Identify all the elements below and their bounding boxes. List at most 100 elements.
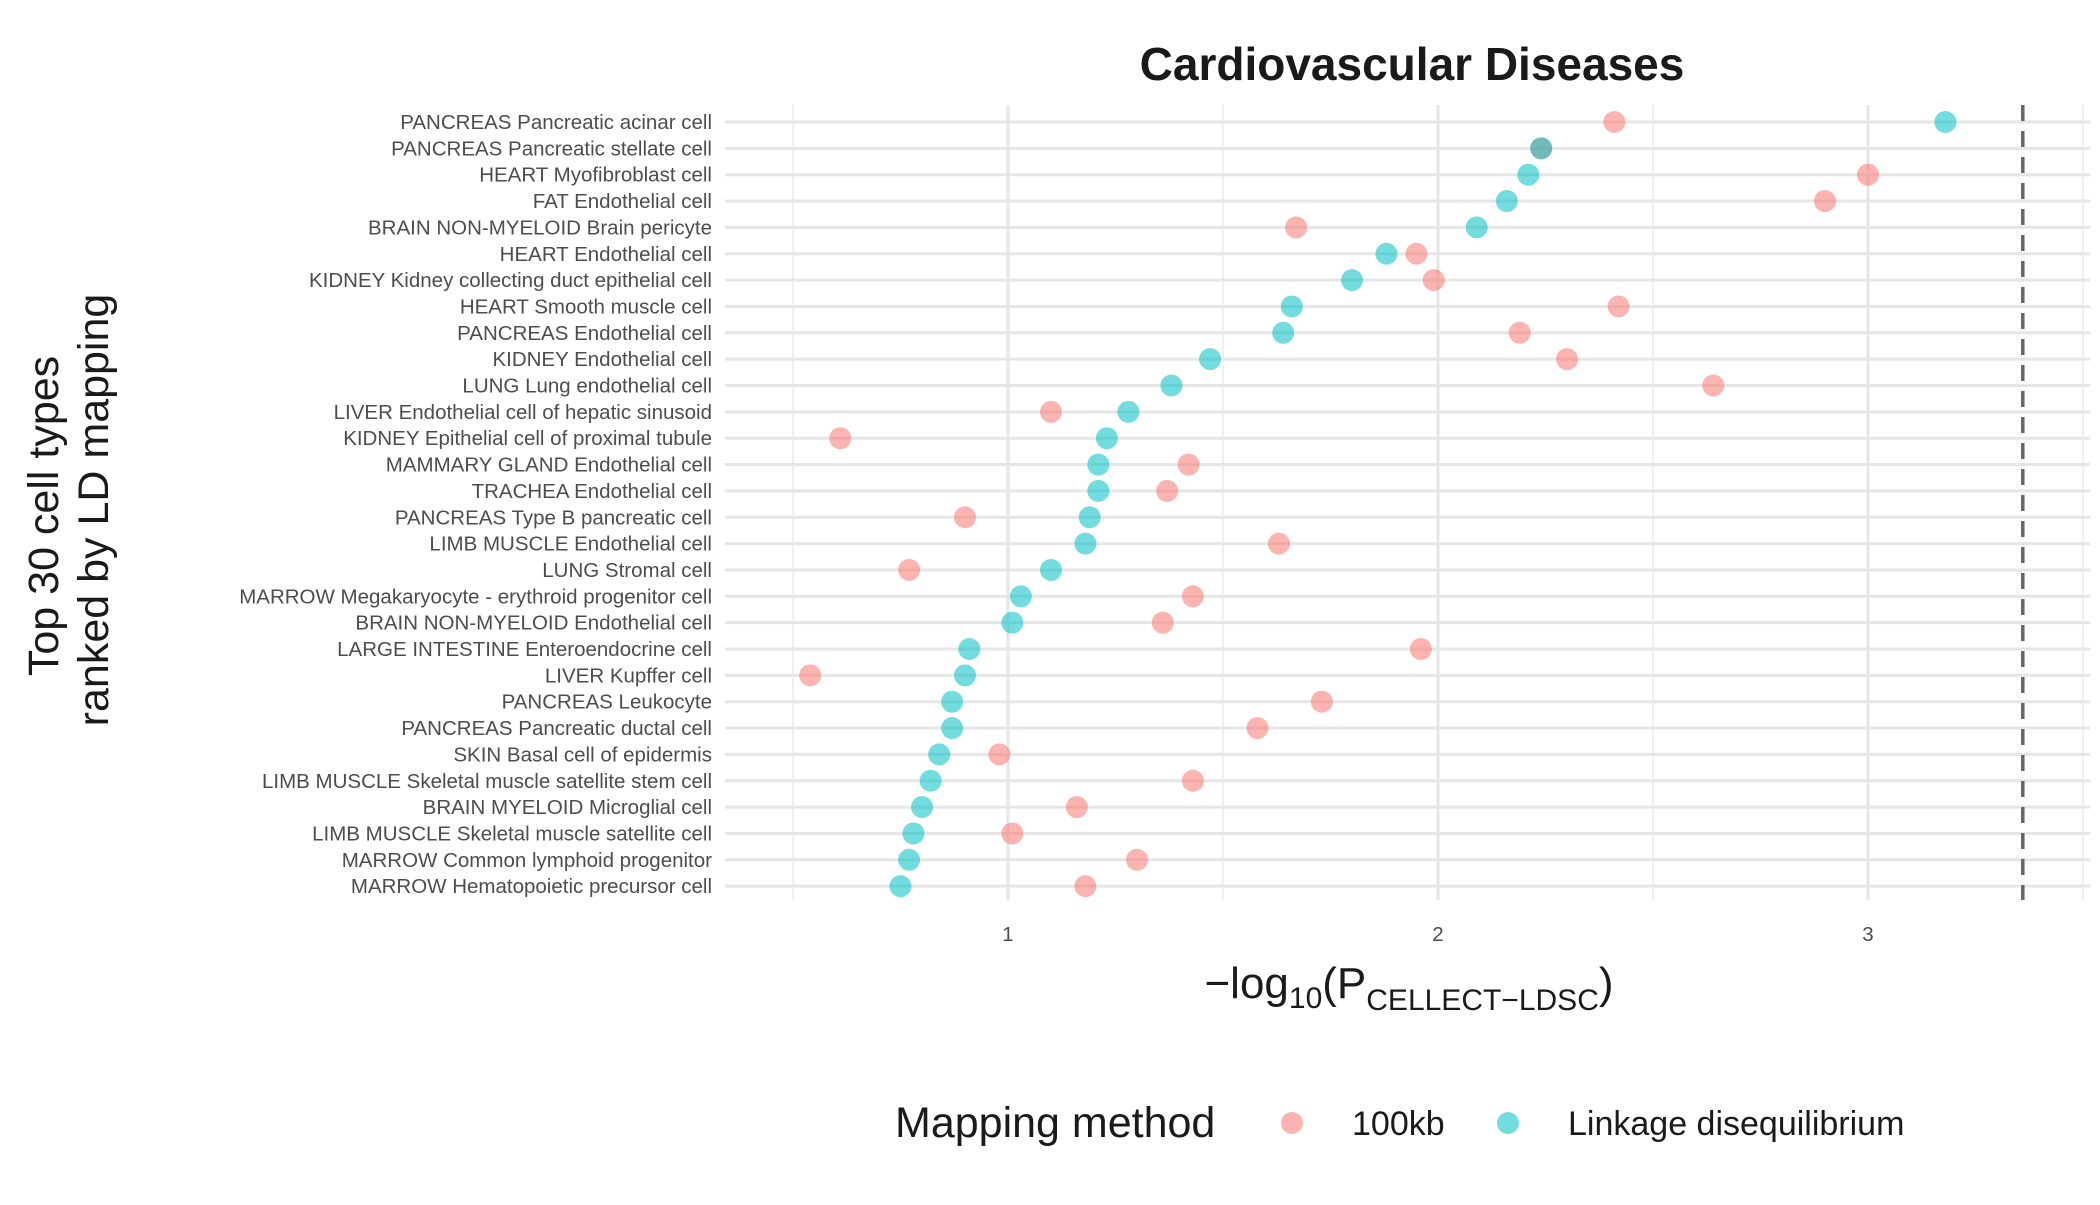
y-tick-label: KIDNEY Endothelial cell [492,348,712,371]
y-tick-label: FAT Endothelial cell [533,190,712,213]
point-100kb [1065,796,1088,819]
y-tick-labels: PANCREAS Pancreatic acinar cell PANCREAS … [239,111,712,898]
point-100kb [1181,769,1204,792]
point-linkage-disequilibrium [1001,611,1024,634]
y-tick-label: LIVER Kupffer cell [545,664,712,687]
y-tick-label: TRACHEA Endothelial cell [472,480,712,503]
point-linkage-disequilibrium [1375,242,1398,265]
x-tick-label: 2 [1432,923,1443,946]
y-tick-label: PANCREAS Pancreatic stellate cell [391,137,712,160]
point-linkage-disequilibrium [1517,163,1540,186]
legend-label-linkage-disequilibrium: Linkage disequilibrium [1568,1105,1904,1143]
y-tick-label: LIMB MUSCLE Skeletal muscle satellite ce… [312,822,712,845]
x-axis-title: −log10(PCELLECT−LDSC) [1204,959,1613,1017]
point-100kb [1181,585,1204,608]
y-axis-title: Top 30 cell types ranked by LD mapping [20,294,118,727]
point-100kb [1001,822,1024,845]
point-100kb [1267,532,1290,555]
point-100kb [1156,479,1179,502]
points-layer [799,111,1957,898]
y-tick-label: HEART Smooth muscle cell [460,295,712,318]
point-100kb [1151,611,1174,634]
point-linkage-disequilibrium [1087,453,1110,476]
legend: Mapping method 100kb Linkage disequilibr… [895,1099,1904,1147]
point-100kb [1126,848,1148,871]
y-tick-label: MARROW Common lymphoid progenitor [342,849,712,872]
point-linkage-disequilibrium [1009,585,1032,608]
point-linkage-disequilibrium [1272,321,1295,344]
x-tick-labels: 1 2 3 [1002,923,1873,946]
point-linkage-disequilibrium [954,664,976,687]
point-100kb [1040,400,1062,423]
point-100kb [1857,163,1879,186]
point-100kb [1246,717,1269,740]
point-linkage-disequilibrium [941,717,964,740]
point-linkage-disequilibrium [928,743,951,766]
x-axis-title-base: 10 [1289,982,1322,1015]
y-tick-label: HEART Myofibroblast cell [479,164,712,187]
point-linkage-disequilibrium [1341,269,1363,292]
chart-title: Cardiovascular Diseases [1140,38,1685,90]
y-tick-label: BRAIN MYELOID Microglial cell [423,796,712,819]
point-linkage-disequilibrium [1095,427,1118,450]
point-linkage-disequilibrium [1280,295,1303,318]
point-100kb [829,427,852,450]
y-axis-title-line-1: Top 30 cell types [20,356,68,676]
y-tick-label: SKIN Basal cell of epidermis [453,743,712,766]
point-100kb [1409,638,1432,660]
point-linkage-disequilibrium [958,638,981,660]
point-100kb [954,506,976,529]
point-linkage-disequilibrium [1160,374,1183,397]
x-tick-label: 3 [1862,923,1873,946]
y-tick-label: MARROW Hematopoietic precursor cell [351,875,712,898]
y-tick-label: PANCREAS Pancreatic acinar cell [400,111,712,134]
point-100kb [1814,190,1836,213]
x-tick-label: 1 [1002,923,1013,946]
y-tick-label: BRAIN NON-MYELOID Brain pericyte [368,216,712,239]
point-100kb [1285,216,1308,239]
point-linkage-disequilibrium [1465,216,1488,239]
point-100kb [1405,242,1428,265]
point-linkage-disequilibrium [902,822,925,845]
point-linkage-disequilibrium [1074,532,1097,555]
point-linkage-disequilibrium [1199,348,1222,371]
point-linkage-disequilibrium [1078,506,1101,529]
point-100kb [988,743,1011,766]
point-100kb [1508,321,1531,344]
point-linkage-disequilibrium [1530,137,1553,160]
y-axis-title-line-2: ranked by LD mapping [70,294,118,727]
y-tick-label: LIMB MUSCLE Endothelial cell [429,533,712,556]
point-linkage-disequilibrium [1087,479,1110,502]
point-100kb [1607,295,1630,318]
y-tick-label: PANCREAS Leukocyte [502,691,712,714]
y-tick-label: LIMB MUSCLE Skeletal muscle satellite st… [262,770,712,793]
y-tick-label: LUNG Stromal cell [542,559,712,582]
point-linkage-disequilibrium [1495,190,1518,213]
x-axis-title-open: (P [1322,959,1366,1008]
y-tick-label: LARGE INTESTINE Enteroendocrine cell [337,638,712,661]
legend-key-linkage-disequilibrium [1497,1112,1519,1134]
y-tick-label: MARROW Megakaryocyte - erythroid progeni… [239,585,712,608]
legend-label-100kb: 100kb [1352,1105,1445,1143]
legend-key-100kb [1281,1112,1303,1134]
legend-title: Mapping method [895,1099,1215,1147]
y-tick-label: MAMMARY GLAND Endothelial cell [386,454,712,477]
y-tick-label: KIDNEY Kidney collecting duct epithelial… [309,269,712,292]
y-tick-label: HEART Endothelial cell [500,243,712,266]
point-100kb [1074,875,1097,898]
y-tick-label: PANCREAS Type B pancreatic cell [395,506,712,529]
point-100kb [1603,111,1626,133]
point-linkage-disequilibrium [898,848,921,871]
y-tick-label: PANCREAS Endothelial cell [457,322,712,345]
point-linkage-disequilibrium [1117,400,1140,423]
point-linkage-disequilibrium [919,769,942,792]
x-axis-title-prefix: −log [1204,959,1288,1008]
point-100kb [799,664,822,687]
y-tick-label: BRAIN NON-MYELOID Endothelial cell [355,612,712,635]
point-100kb [898,558,921,581]
x-axis-title-close: ) [1599,959,1614,1008]
y-tick-label: KIDNEY Epithelial cell of proximal tubul… [343,427,712,450]
point-linkage-disequilibrium [1934,111,1957,133]
